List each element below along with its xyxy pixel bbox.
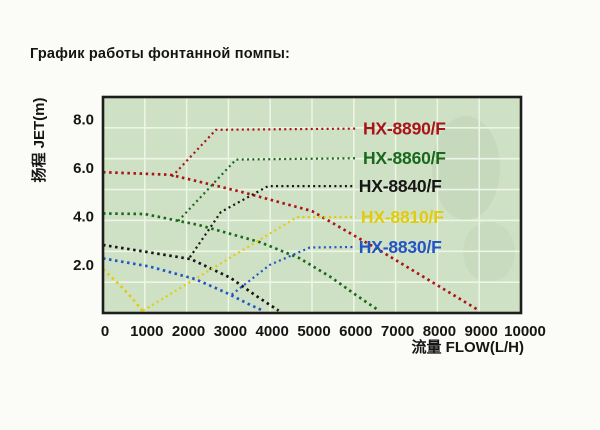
x-axis-title: 流量 FLOW(L/H) [412,338,524,356]
y-tick-label: 2.0 [73,257,94,274]
x-tick-label: 2000 [172,323,205,340]
legend-leader-line [177,157,359,222]
legend-leader-line [171,127,359,178]
legend-label: HX-8890/F [363,119,446,139]
y-axis-title: 扬程 JET(m) [30,97,48,182]
scan-smudge [432,116,500,220]
y-axis-ticks: 2.0 4.0 6.0 8.0 [73,111,94,274]
x-tick-label: 6000 [339,323,372,340]
x-tick-label: 3000 [214,323,247,340]
page-title: График работы фонтанной помпы: [30,46,291,62]
x-tick-label: 5000 [297,323,330,340]
legend-label: HX-8810/F [361,207,444,227]
legend-leader-line [188,185,354,258]
x-tick-label: 9000 [465,323,498,340]
x-tick-label: 10000 [504,323,546,340]
y-tick-label: 8.0 [73,111,94,128]
pump-curve [102,257,265,313]
pump-curve [102,268,144,312]
x-tick-label: 4000 [256,323,289,340]
series-HX-8860/F: HX-8860/F [102,148,447,312]
legend-leader-line [231,245,354,296]
series-HX-8890/F: HX-8890/F [102,119,480,312]
x-tick-label: 7000 [381,323,414,340]
legend-label: HX-8860/F [363,148,446,168]
pump-curve [102,212,380,312]
y-tick-label: 4.0 [73,208,94,225]
v-gridlines [144,97,480,313]
chart-frame [101,95,523,315]
x-tick-label: 8000 [423,323,456,340]
y-tick-label: 6.0 [73,160,94,177]
x-tick-label: 0 [101,323,109,340]
series-HX-8830/F: HX-8830/F [102,237,442,313]
legend-label: HX-8840/F [359,176,442,196]
x-tick-label: 1000 [130,323,163,340]
x-axis-ticks: 0 1000 2000 3000 4000 5000 6000 7000 8000 9000 100… [101,323,546,340]
pump-curve [102,170,480,312]
legend-label: HX-8830/F [359,237,442,257]
